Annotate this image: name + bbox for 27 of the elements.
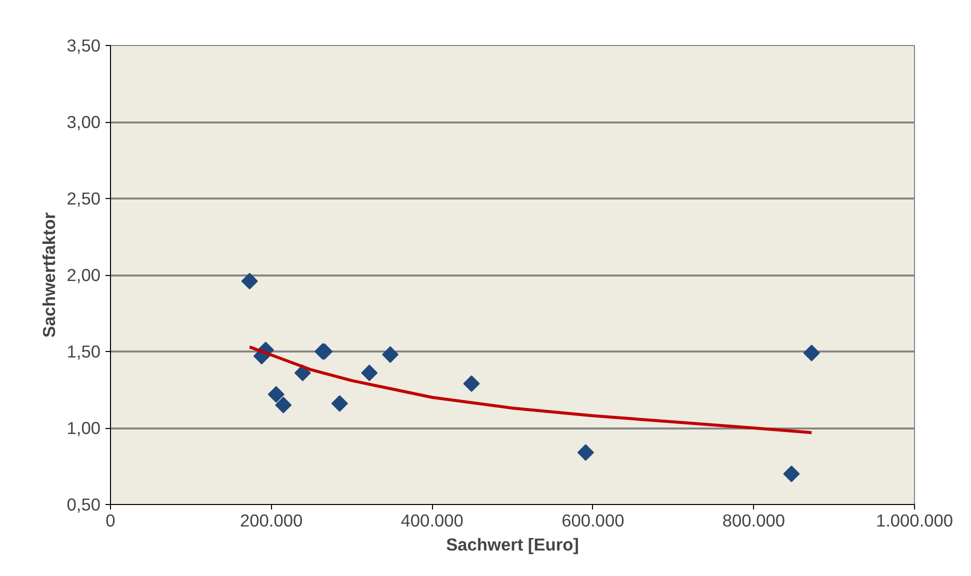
y-tick-label: 1,50: [66, 342, 101, 362]
y-tick-label: 3,00: [66, 112, 101, 132]
y-tick-label: 3,50: [66, 36, 101, 56]
point: [268, 386, 284, 403]
point: [783, 466, 800, 482]
x-tick-label: 0: [106, 510, 116, 530]
point: [382, 346, 399, 363]
x-tick-label: 600.000: [562, 510, 624, 530]
x-tick-label: 800.000: [722, 510, 786, 530]
y-tick-label: 2,50: [66, 188, 101, 208]
x-tick-label: 400.000: [400, 510, 464, 530]
y-tick-label: 1,00: [66, 418, 101, 438]
y-tick-label: 0,50: [66, 494, 101, 514]
line-series: [248, 345, 814, 434]
point: [577, 444, 594, 461]
point: [294, 364, 311, 382]
x-tick-label: 200.000: [240, 510, 303, 530]
x-axis-title: Sachwert [Euro]: [446, 534, 579, 554]
point: [331, 395, 348, 412]
point: [241, 272, 258, 290]
y-tick-label: 2,00: [66, 265, 101, 285]
point: [803, 344, 820, 362]
y-axis-title: Sachwertfaktor: [38, 212, 59, 338]
x-tick-label: 1.000.000: [876, 510, 954, 530]
point: [361, 364, 378, 382]
point: [275, 396, 292, 414]
point: [463, 375, 480, 392]
